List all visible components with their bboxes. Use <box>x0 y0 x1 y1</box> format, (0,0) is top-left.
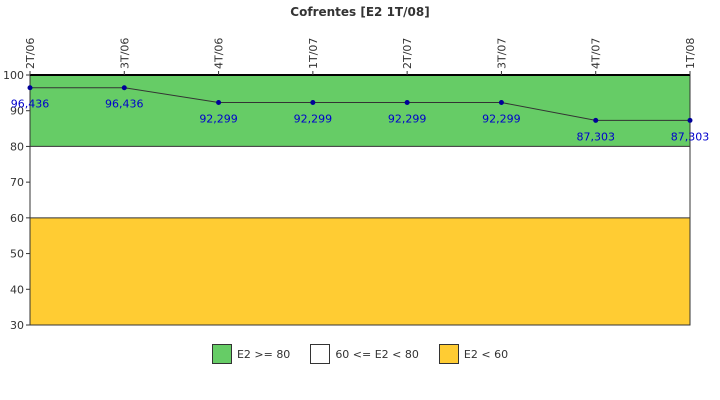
data-label-6: 87,303 <box>576 130 615 143</box>
x-tick-label-5: 3T/07 <box>495 38 508 69</box>
data-point-1 <box>121 85 127 91</box>
data-label-7: 87,303 <box>671 130 710 143</box>
legend-swatch-2 <box>438 344 459 364</box>
data-point-2 <box>216 100 222 106</box>
legend-label-1: 60 <= E2 < 80 <box>335 347 419 361</box>
legend-item-1: 60 <= E2 < 80 <box>310 344 419 364</box>
band-2 <box>30 217 690 325</box>
chart-title: Cofrentes [E2 1T/08] <box>290 5 429 19</box>
y-tick-label-3: 60 <box>10 212 24 225</box>
data-point-3 <box>310 100 316 106</box>
x-tick-label-2: 4T/06 <box>213 38 226 69</box>
y-tick-label-1: 40 <box>10 283 24 296</box>
data-label-1: 96,436 <box>105 98 144 111</box>
legend-swatch-1 <box>310 344 331 364</box>
data-label-2: 92,299 <box>199 113 238 126</box>
data-point-4 <box>404 100 410 106</box>
y-tick-label-6: 90 <box>10 105 24 118</box>
series-line <box>30 87 690 121</box>
legend-label-2: E2 < 60 <box>463 347 509 361</box>
legend: E2 >= 80 60 <= E2 < 80 E2 < 60 <box>0 344 720 364</box>
x-tick-label-4: 2T/07 <box>401 38 414 69</box>
band-0 <box>30 75 690 147</box>
y-tick-label-4: 70 <box>10 176 24 189</box>
legend-item-2: E2 < 60 <box>438 344 509 364</box>
data-point-6 <box>593 117 599 123</box>
x-tick-label-3: 1T/07 <box>307 38 320 69</box>
x-tick-label-1: 3T/06 <box>118 38 131 69</box>
y-tick-label-2: 50 <box>10 248 24 261</box>
data-label-0: 96,436 <box>11 98 50 111</box>
y-tick-label-5: 80 <box>10 140 24 153</box>
x-tick-label-0: 2T/06 <box>24 38 37 69</box>
legend-item-0: E2 >= 80 <box>211 344 291 364</box>
legend-label-0: E2 >= 80 <box>236 347 291 361</box>
y-tick-label-0: 30 <box>10 319 24 332</box>
data-point-0 <box>27 85 33 91</box>
x-tick-label-6: 4T/07 <box>590 38 603 69</box>
x-tick-label-7: 1T/08 <box>684 38 697 69</box>
data-point-5 <box>498 100 504 106</box>
data-label-4: 92,299 <box>388 113 427 126</box>
y-tick-label-7: 100 <box>3 69 24 82</box>
data-label-5: 92,299 <box>482 113 521 126</box>
band-1 <box>30 146 690 218</box>
data-point-7 <box>687 117 693 123</box>
legend-swatch-0 <box>211 344 232 364</box>
data-label-3: 92,299 <box>294 113 333 126</box>
